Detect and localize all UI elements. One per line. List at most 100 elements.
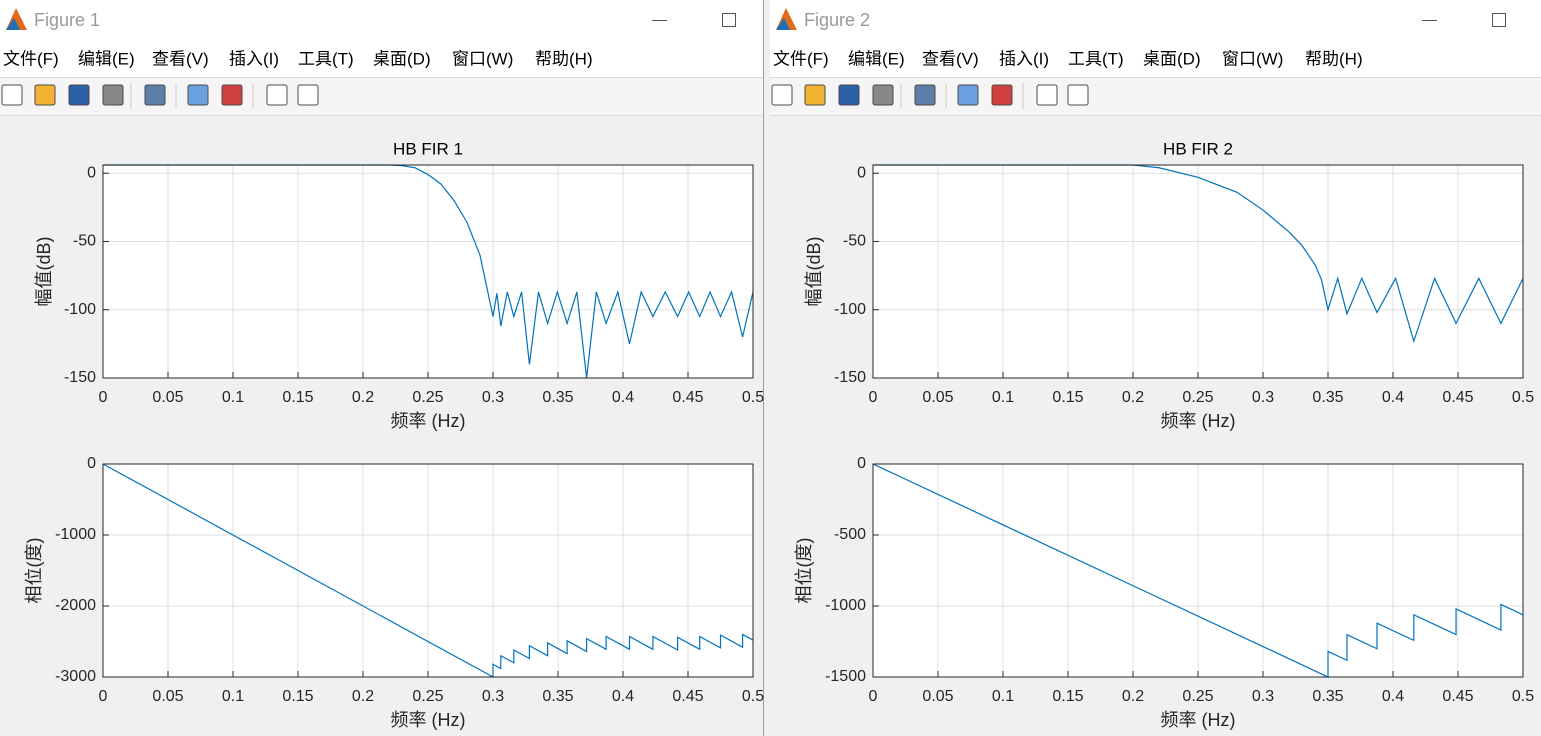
x-tick-label: 0.5 — [1512, 688, 1534, 705]
x-tick-label: 0.3 — [482, 389, 504, 406]
toolbar — [770, 77, 1541, 115]
x-tick-label: 0.1 — [992, 688, 1014, 705]
x-tick-label: 0 — [99, 389, 108, 406]
menu-item[interactable]: 插入(I) — [999, 49, 1049, 68]
toolbar-button[interactable] — [266, 84, 288, 106]
x-tick-label: 0.05 — [922, 688, 953, 705]
x-tick-label: 0.35 — [1312, 688, 1343, 705]
x-tick-label: 0.15 — [282, 389, 313, 406]
menu-item[interactable]: 文件(F) — [773, 49, 829, 68]
maximize-button[interactable] — [722, 13, 736, 27]
window-title: Figure 1 — [34, 10, 100, 30]
x-tick-label: 0.2 — [352, 688, 374, 705]
menu-bar — [0, 40, 763, 77]
data-line — [103, 164, 754, 379]
x-tick-label: 0.35 — [542, 389, 573, 406]
toolbar-button[interactable] — [804, 84, 826, 106]
menu-item[interactable]: 窗口(W) — [452, 49, 513, 68]
x-tick-label: 0.35 — [542, 688, 573, 705]
app-icon — [776, 18, 790, 30]
toolbar-button[interactable] — [771, 84, 793, 106]
menu-item[interactable]: 查看(V) — [152, 49, 209, 68]
toolbar-button[interactable] — [1036, 84, 1058, 106]
x-tick-label: 0.15 — [1052, 389, 1083, 406]
toolbar-button[interactable] — [34, 84, 56, 106]
y-tick-label: -1000 — [825, 597, 866, 614]
toolbar-button[interactable] — [838, 84, 860, 106]
x-tick-label: 0.1 — [222, 688, 244, 705]
toolbar-button[interactable] — [991, 84, 1013, 106]
menu-item[interactable]: 编辑(E) — [78, 49, 135, 68]
y-tick-label: -1000 — [55, 526, 96, 543]
maximize-button[interactable] — [1492, 13, 1506, 27]
toolbar-button[interactable] — [144, 84, 166, 106]
x-tick-label: 0.15 — [282, 688, 313, 705]
menu-item[interactable]: 窗口(W) — [1222, 49, 1283, 68]
x-tick-label: 0.15 — [1052, 688, 1083, 705]
menu-item[interactable]: 帮助(H) — [535, 49, 593, 68]
x-tick-label: 0.45 — [1442, 688, 1473, 705]
y-tick-label: 0 — [87, 455, 96, 472]
x-tick-label: 0.4 — [612, 389, 634, 406]
x-tick-label: 0.2 — [352, 389, 374, 406]
y-tick-label: -50 — [843, 233, 866, 250]
x-tick-label: 0.4 — [1382, 688, 1404, 705]
menu-bar — [770, 40, 1541, 77]
toolbar-button[interactable] — [102, 84, 124, 106]
x-tick-label: 0.4 — [1382, 389, 1404, 406]
axes-box — [872, 463, 1524, 678]
x-tick-label: 0.2 — [1122, 389, 1144, 406]
menu-item[interactable]: 桌面(D) — [1143, 49, 1201, 68]
chart-title: HB FIR 2 — [1163, 139, 1233, 158]
x-tick-label: 0.3 — [482, 688, 504, 705]
toolbar-button[interactable] — [187, 84, 209, 106]
x-tick-label: 0.45 — [672, 688, 703, 705]
toolbar-button[interactable] — [914, 84, 936, 106]
x-tick-label: 0.05 — [152, 688, 183, 705]
toolbar-button[interactable] — [221, 84, 243, 106]
toolbar-button[interactable] — [68, 84, 90, 106]
x-tick-label: 0 — [869, 389, 878, 406]
x-tick-label: 0.3 — [1252, 389, 1274, 406]
axes-box — [102, 164, 754, 379]
menu-item[interactable]: 帮助(H) — [1305, 49, 1363, 68]
x-axis-label: 频率 (Hz) — [1161, 411, 1236, 431]
menu-item[interactable]: 工具(T) — [298, 49, 354, 68]
y-tick-label: -500 — [834, 526, 866, 543]
x-tick-label: 0.5 — [742, 688, 764, 705]
y-axis-label: 相位(度) — [794, 538, 814, 604]
menu-item[interactable]: 插入(I) — [229, 49, 279, 68]
x-tick-label: 0.45 — [672, 389, 703, 406]
x-tick-label: 0.2 — [1122, 688, 1144, 705]
y-tick-label: 0 — [857, 164, 866, 181]
y-tick-label: -50 — [73, 233, 96, 250]
app-icon — [6, 18, 20, 30]
x-tick-label: 0.25 — [412, 389, 443, 406]
toolbar-button[interactable] — [1067, 84, 1089, 106]
x-tick-label: 0.5 — [742, 389, 764, 406]
x-tick-label: 0.05 — [152, 389, 183, 406]
toolbar — [0, 77, 763, 115]
x-tick-label: 0.1 — [222, 389, 244, 406]
toolbar-button[interactable] — [872, 84, 894, 106]
y-tick-label: -100 — [64, 301, 96, 318]
toolbar-button[interactable] — [1, 84, 23, 106]
menu-item[interactable]: 桌面(D) — [373, 49, 431, 68]
toolbar-button[interactable] — [957, 84, 979, 106]
chart-title: HB FIR 1 — [393, 139, 463, 158]
menu-item[interactable]: 工具(T) — [1068, 49, 1124, 68]
data-line — [102, 463, 754, 679]
toolbar-button[interactable] — [297, 84, 319, 106]
y-tick-label: -3000 — [55, 668, 96, 685]
y-tick-label: 0 — [87, 164, 96, 181]
y-tick-label: -150 — [834, 369, 866, 386]
y-tick-label: -100 — [834, 301, 866, 318]
y-axis-label: 幅值(dB) — [34, 236, 54, 306]
menu-item[interactable]: 编辑(E) — [848, 49, 905, 68]
x-tick-label: 0.5 — [1512, 389, 1534, 406]
menu-item[interactable]: 查看(V) — [922, 49, 979, 68]
x-tick-label: 0.25 — [1182, 389, 1213, 406]
menu-item[interactable]: 文件(F) — [3, 49, 59, 68]
y-axis-label: 相位(度) — [24, 538, 44, 604]
axes-box — [872, 164, 1524, 379]
